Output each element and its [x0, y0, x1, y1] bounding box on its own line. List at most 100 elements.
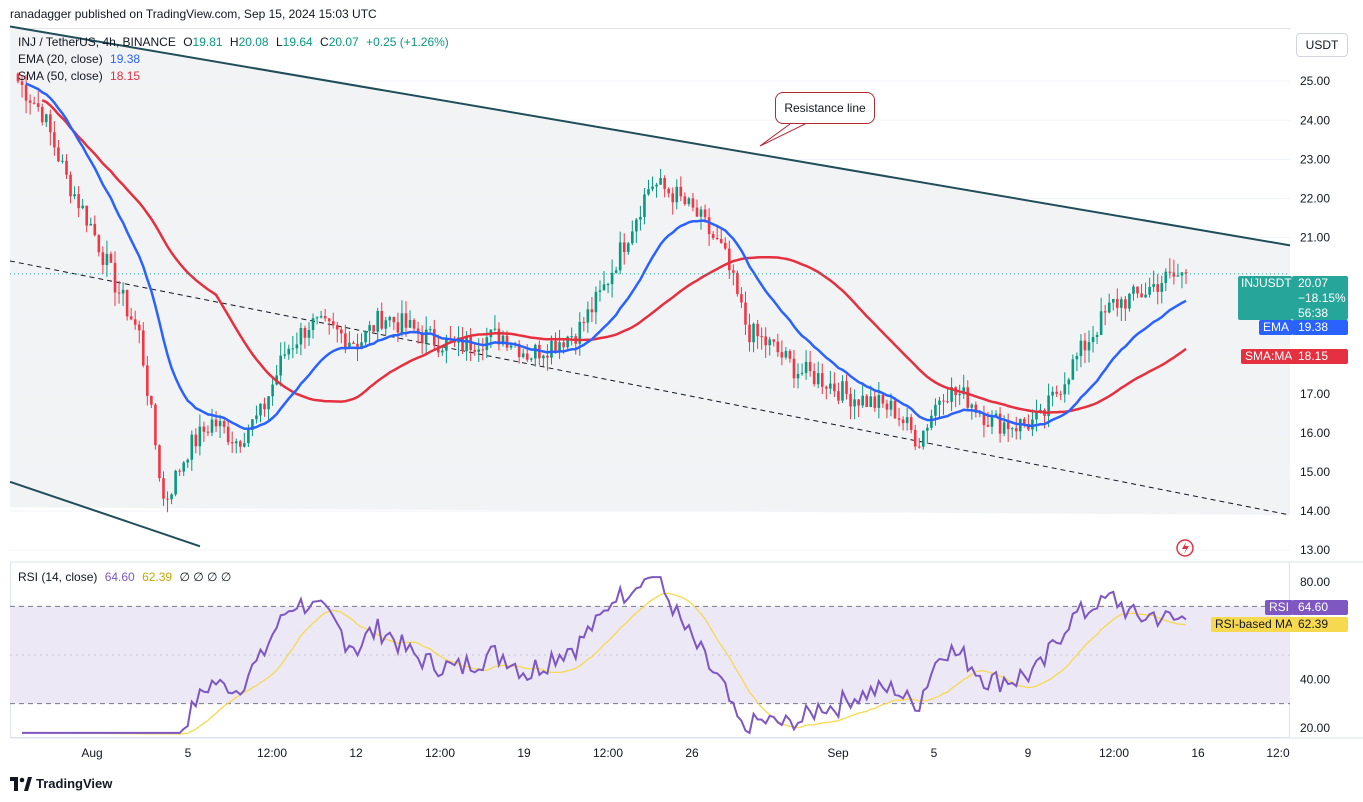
candle-body — [137, 324, 141, 331]
candle-body — [412, 319, 416, 329]
candle-body — [626, 243, 630, 253]
candle-body — [671, 193, 675, 203]
price-tick-label: 16.00 — [1300, 426, 1330, 440]
rsi-tag-value: 64.60 — [1292, 600, 1348, 615]
candle-body — [521, 353, 525, 358]
tradingview-brand[interactable]: TradingView — [10, 776, 112, 791]
ema-legend-value: 19.38 — [110, 52, 141, 66]
ema-legend: EMA (20, close) 19.38 — [18, 52, 144, 66]
candle-body — [837, 391, 840, 401]
candle-body — [113, 262, 117, 293]
low-label: L — [275, 35, 283, 49]
candle-body — [566, 336, 569, 348]
candle-body — [1055, 391, 1058, 394]
candle-body — [1136, 286, 1139, 294]
candle-body — [315, 317, 319, 319]
candle-body — [635, 219, 638, 232]
candle-body — [647, 189, 650, 195]
candle-body — [618, 242, 622, 271]
rsi-ma-tag-value: 62.39 — [1292, 617, 1348, 632]
candle-body — [509, 345, 513, 348]
candle-body — [893, 400, 897, 419]
candle-body — [259, 403, 262, 416]
candle-body — [380, 310, 384, 329]
candle-body — [376, 310, 379, 332]
candle-body — [768, 339, 772, 346]
candle-body — [432, 329, 436, 346]
tradingview-logo-icon — [10, 776, 32, 791]
candle-body — [974, 404, 978, 413]
candle-body — [16, 73, 20, 82]
candle-body — [89, 223, 93, 226]
ema-legend-label: EMA (20, close) — [18, 52, 103, 66]
time-tick-label: 12:00 — [593, 746, 623, 760]
candle-body — [53, 132, 56, 148]
candle-body — [614, 270, 618, 273]
candle-body — [174, 470, 177, 495]
open-value: 19.81 — [192, 35, 223, 49]
candle-body — [748, 324, 751, 343]
open-label: O — [183, 35, 193, 49]
candle-body — [622, 242, 626, 253]
price-tick-label: 17.00 — [1300, 387, 1330, 401]
candle-body — [1075, 355, 1079, 360]
candle-body — [400, 313, 404, 333]
candle-body — [348, 342, 351, 348]
candle-body — [833, 383, 836, 392]
dashed-trendline — [9, 260, 1291, 516]
candle-body — [1107, 302, 1111, 313]
candle-body — [501, 335, 505, 345]
candle-body — [57, 147, 60, 162]
candle-body — [263, 403, 266, 410]
candle-body — [473, 350, 476, 352]
candle-body — [990, 415, 994, 427]
candle-body — [820, 373, 824, 387]
sma50-line — [41, 99, 1187, 414]
publisher-line: ranadagger published on TradingView.com,… — [10, 7, 377, 21]
candle-body — [849, 393, 852, 407]
candle-body — [1132, 286, 1135, 294]
candle-body — [841, 381, 844, 401]
currency-button[interactable]: USDT — [1296, 33, 1348, 57]
tradingview-label: TradingView — [36, 776, 113, 791]
candle-body — [1164, 271, 1168, 284]
candle-body — [845, 381, 848, 394]
sma-legend: SMA (50, close) 18.15 — [18, 69, 144, 83]
candle-body — [1071, 359, 1075, 380]
candle-body — [36, 103, 40, 107]
candle-body — [889, 400, 893, 410]
candle-body — [97, 235, 101, 253]
candle-body — [719, 239, 723, 243]
price-tick-label: 15.00 — [1300, 465, 1330, 479]
rsi-ma-legend-value: 62.39 — [142, 570, 173, 584]
time-tick-label: 12:00 — [425, 746, 455, 760]
candle-body — [1111, 299, 1115, 303]
candle-body — [1091, 336, 1095, 343]
time-tick-label: 12:00 — [257, 746, 287, 760]
candle-body — [853, 399, 856, 407]
candle-body — [679, 186, 683, 197]
time-tick-label: 12:00 — [1099, 746, 1129, 760]
time-tick-label: 5 — [185, 746, 192, 760]
candle-body — [1087, 342, 1091, 351]
candle-body — [792, 358, 796, 379]
last-change: −18.15% — [1298, 291, 1346, 305]
candle-body — [865, 395, 869, 407]
candle-body — [40, 106, 44, 123]
resistance-annotation[interactable]: Resistance line — [775, 92, 875, 124]
candle-body — [804, 361, 808, 373]
candle-body — [715, 237, 719, 240]
price-tick-label: 13.00 — [1300, 543, 1330, 557]
support-line — [9, 480, 201, 548]
candle-body — [542, 355, 545, 359]
candle-body — [1124, 299, 1127, 309]
candle-body — [190, 434, 194, 460]
candle-body — [77, 194, 80, 209]
candle-body — [247, 430, 250, 444]
candle-body — [1051, 391, 1054, 396]
candle-body — [85, 205, 89, 226]
candle-body — [44, 114, 48, 123]
sma-legend-label: SMA (50, close) — [18, 69, 103, 83]
candle-body — [352, 342, 355, 344]
